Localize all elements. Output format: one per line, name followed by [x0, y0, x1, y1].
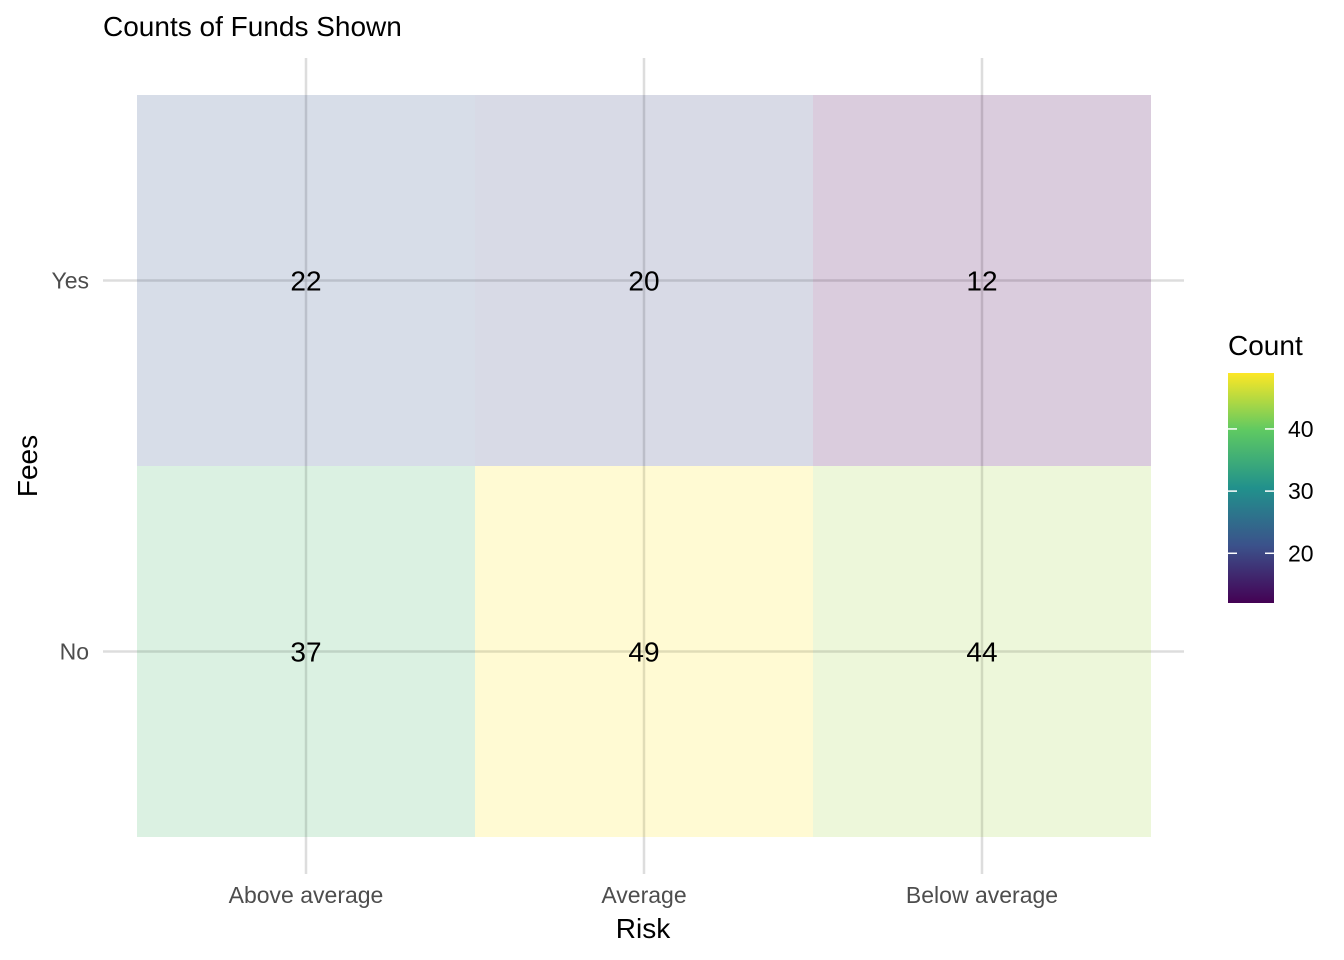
legend-title: Count [1228, 330, 1303, 361]
heatmap-tile-below-average-yes [813, 95, 1151, 466]
heatmap-tile-below-average-no [813, 466, 1151, 837]
x-tick-label: Average [601, 882, 686, 908]
heatmap-tile-average-yes [475, 95, 813, 466]
legend-ticks: 20 30 40 [1228, 416, 1314, 566]
cell-labels: 22 20 12 37 49 44 [290, 266, 997, 668]
x-axis-label: Risk [616, 913, 671, 944]
legend-colorbar [1228, 373, 1274, 603]
gridlines-overlay [103, 58, 1184, 874]
x-tick-labels: Above average Average Below average [229, 882, 1058, 908]
heatmap-tile-above-average-no [137, 466, 475, 837]
y-tick-labels: No Yes [51, 268, 89, 665]
heatmap-tile-above-average-yes [137, 95, 475, 466]
cell-value-label: 44 [966, 637, 997, 668]
heatmap-tiles [137, 95, 1151, 837]
y-tick-label: No [60, 639, 89, 665]
gridlines [103, 58, 1184, 874]
heatmap-tile-average-no [475, 466, 813, 837]
cell-value-label: 12 [966, 266, 997, 297]
chart-title: Counts of Funds Shown [103, 11, 402, 42]
legend-tick-label: 30 [1288, 478, 1314, 504]
cell-value-label: 20 [628, 266, 659, 297]
legend-tick-label: 40 [1288, 416, 1314, 442]
legend-tick-label: 20 [1288, 540, 1314, 566]
cell-value-label: 49 [628, 637, 659, 668]
cell-value-label: 22 [290, 266, 321, 297]
x-tick-label: Below average [906, 882, 1058, 908]
y-tick-label: Yes [51, 268, 89, 294]
x-tick-label: Above average [229, 882, 384, 908]
cell-value-label: 37 [290, 637, 321, 668]
y-axis-label: Fees [12, 435, 43, 497]
legend: Count 20 30 40 [1228, 330, 1314, 603]
